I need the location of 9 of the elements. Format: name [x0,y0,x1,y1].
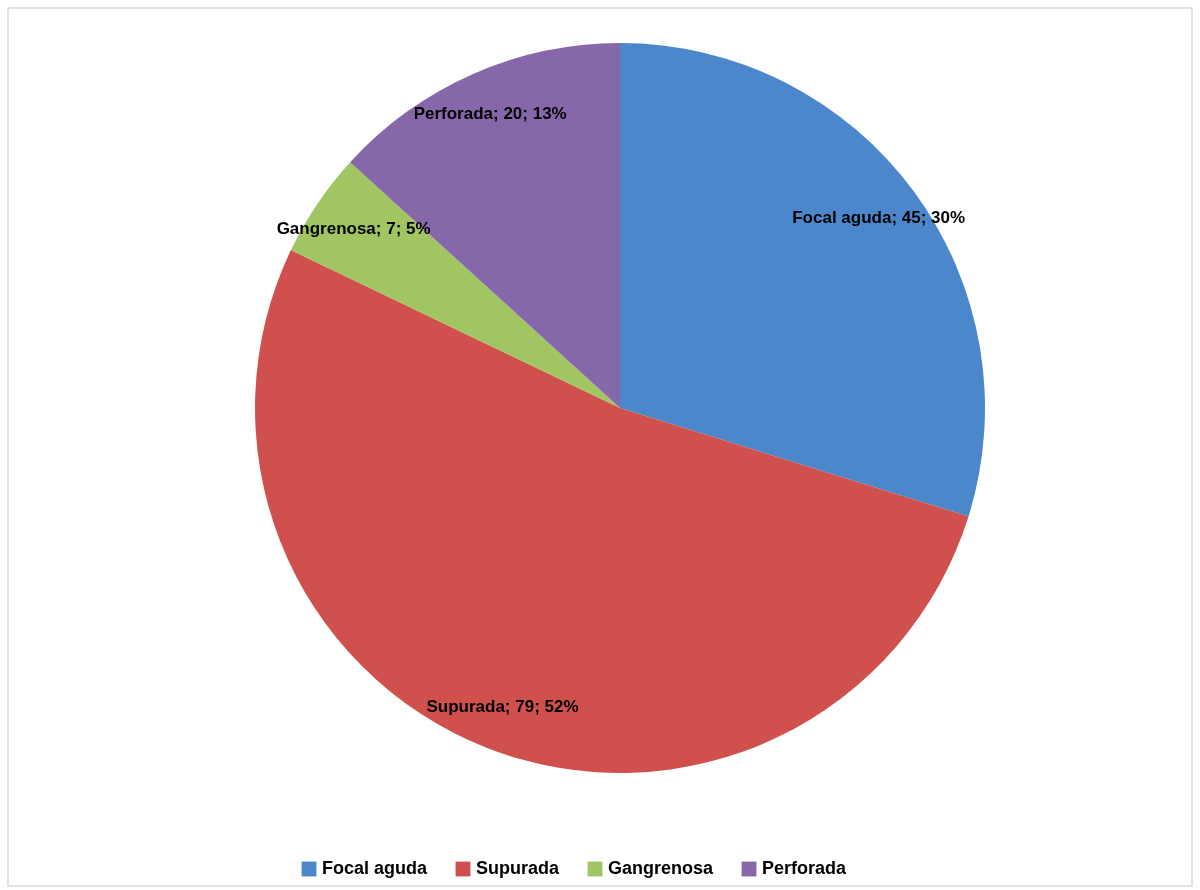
data-label: Focal aguda; 45; 30% [792,207,966,227]
data-label: Perforada; 20; 13% [413,104,567,124]
pie-slice [620,43,985,517]
legend-label: Gangrenosa [608,858,715,878]
pie-slice [255,250,969,773]
legend-label: Supurada [476,858,560,878]
legend-label: Perforada [762,858,848,878]
legend-label: Focal aguda [322,858,429,878]
data-label: Supurada; 79; 52% [426,696,579,716]
